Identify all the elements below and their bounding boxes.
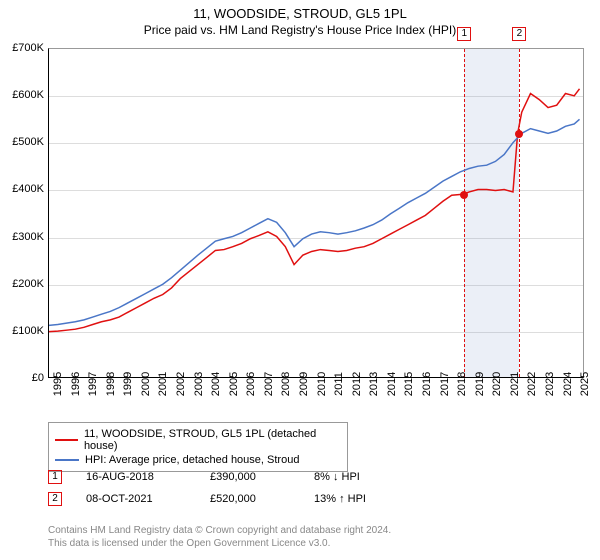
transaction-dot-2 xyxy=(515,130,523,138)
y-tick-label: £600K xyxy=(0,89,44,101)
x-tick-label: 2003 xyxy=(193,372,205,396)
transaction-marker-2: 2 xyxy=(512,27,526,41)
y-tick-label: £100K xyxy=(0,325,44,337)
x-tick-label: 1999 xyxy=(122,372,134,396)
chart-plot-area: 12 xyxy=(48,48,584,378)
x-tick-label: 2000 xyxy=(140,372,152,396)
transaction-row: 2 08-OCT-2021 £520,000 13% ↑ HPI xyxy=(48,488,404,510)
x-tick-label: 2020 xyxy=(491,372,503,396)
transaction-row: 1 16-AUG-2018 £390,000 8% ↓ HPI xyxy=(48,466,404,488)
legend: 11, WOODSIDE, STROUD, GL5 1PL (detached … xyxy=(48,422,348,472)
transaction-delta: 13% ↑ HPI xyxy=(314,493,404,505)
x-tick-label: 1997 xyxy=(87,372,99,396)
y-tick-label: £200K xyxy=(0,278,44,290)
legend-label: 11, WOODSIDE, STROUD, GL5 1PL (detached … xyxy=(84,428,341,452)
x-tick-label: 2012 xyxy=(351,372,363,396)
x-tick-label: 2009 xyxy=(298,372,310,396)
y-tick-label: £0 xyxy=(0,372,44,384)
x-tick-label: 2019 xyxy=(474,372,486,396)
transaction-dot-1 xyxy=(460,191,468,199)
transaction-row-marker: 2 xyxy=(48,492,62,506)
footnote-line1: Contains HM Land Registry data © Crown c… xyxy=(48,524,391,537)
x-tick-label: 2011 xyxy=(333,372,345,396)
transaction-row-marker: 1 xyxy=(48,470,62,484)
x-tick-label: 2002 xyxy=(175,372,187,396)
transaction-date: 08-OCT-2021 xyxy=(86,493,186,505)
y-tick-label: £500K xyxy=(0,136,44,148)
transaction-table: 1 16-AUG-2018 £390,000 8% ↓ HPI 2 08-OCT-2021… xyxy=(48,466,404,510)
x-tick-label: 2006 xyxy=(245,372,257,396)
footnote-line2: This data is licensed under the Open Gov… xyxy=(48,537,391,550)
x-tick-label: 2013 xyxy=(368,372,380,396)
x-tick-label: 1996 xyxy=(70,372,82,396)
x-tick-label: 2025 xyxy=(579,372,591,396)
footnote: Contains HM Land Registry data © Crown c… xyxy=(48,524,391,550)
x-tick-label: 2023 xyxy=(544,372,556,396)
legend-item: HPI: Average price, detached house, Stro… xyxy=(55,453,341,467)
chart-title: 11, WOODSIDE, STROUD, GL5 1PL xyxy=(0,0,600,21)
x-tick-label: 2015 xyxy=(403,372,415,396)
x-tick-label: 1995 xyxy=(52,372,64,396)
x-tick-label: 2007 xyxy=(263,372,275,396)
x-tick-label: 2017 xyxy=(439,372,451,396)
legend-swatch xyxy=(55,439,78,441)
x-tick-label: 2010 xyxy=(316,372,328,396)
transaction-marker-1: 1 xyxy=(457,27,471,41)
y-tick-label: £400K xyxy=(0,183,44,195)
x-tick-label: 1998 xyxy=(105,372,117,396)
transaction-delta: 8% ↓ HPI xyxy=(314,471,404,483)
x-tick-label: 2024 xyxy=(562,372,574,396)
series-line xyxy=(49,119,580,325)
x-tick-label: 2005 xyxy=(228,372,240,396)
x-tick-label: 2021 xyxy=(509,372,521,396)
series-line xyxy=(49,89,580,332)
legend-swatch xyxy=(55,459,79,461)
y-tick-label: £300K xyxy=(0,231,44,243)
transaction-price: £390,000 xyxy=(210,471,290,483)
legend-item: 11, WOODSIDE, STROUD, GL5 1PL (detached … xyxy=(55,427,341,453)
legend-label: HPI: Average price, detached house, Stro… xyxy=(85,454,299,466)
y-tick-label: £700K xyxy=(0,42,44,54)
x-tick-label: 2022 xyxy=(526,372,538,396)
transaction-date: 16-AUG-2018 xyxy=(86,471,186,483)
x-tick-label: 2008 xyxy=(280,372,292,396)
x-tick-label: 2016 xyxy=(421,372,433,396)
x-tick-label: 2014 xyxy=(386,372,398,396)
x-tick-label: 2018 xyxy=(456,372,468,396)
x-tick-label: 2004 xyxy=(210,372,222,396)
x-tick-label: 2001 xyxy=(157,372,169,396)
transaction-price: £520,000 xyxy=(210,493,290,505)
chart-subtitle: Price paid vs. HM Land Registry's House … xyxy=(0,21,600,37)
